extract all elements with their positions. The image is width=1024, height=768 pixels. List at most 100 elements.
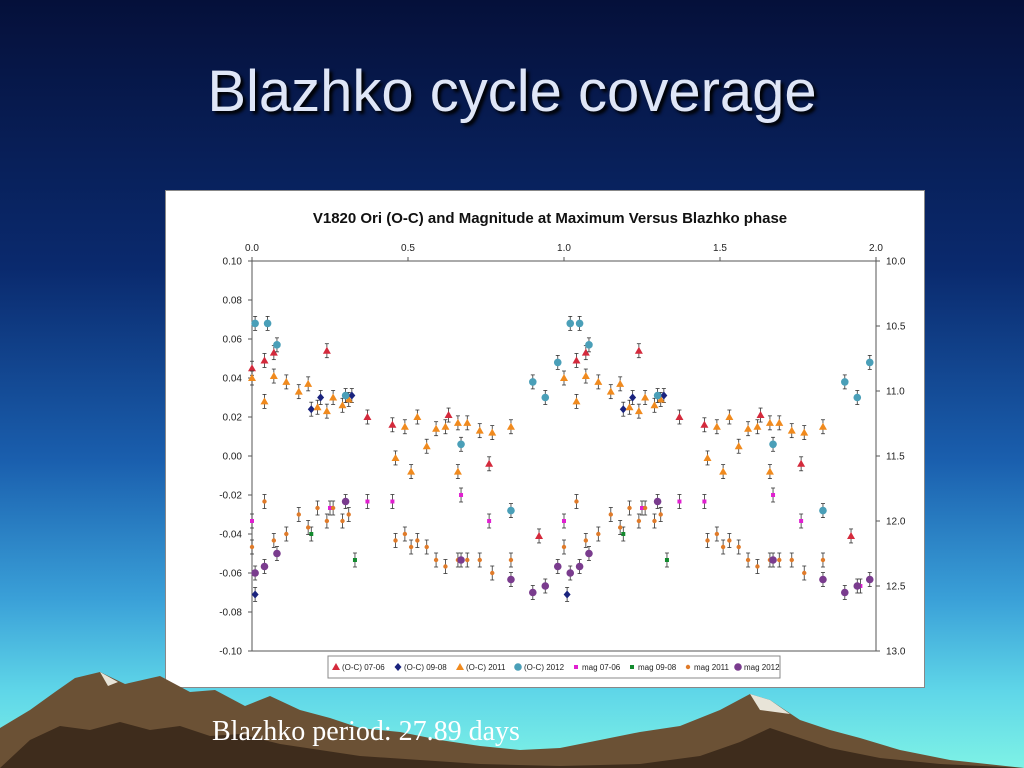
data-point (317, 393, 325, 402)
x-tick-label: 1.5 (713, 243, 727, 254)
data-point (703, 453, 712, 461)
data-point (658, 512, 663, 517)
data-point (641, 393, 650, 401)
data-point (725, 413, 734, 420)
data-point (865, 358, 874, 367)
data-point (765, 467, 774, 475)
y-right-tick-label: 11.0 (886, 387, 905, 398)
data-point (677, 499, 682, 504)
data-point (581, 372, 590, 380)
x-tick-label: 2.0 (869, 243, 883, 254)
y-left-tick-label: -0.06 (219, 569, 242, 580)
legend-label: mag 09-08 (638, 663, 677, 672)
data-point (400, 422, 409, 430)
data-point (572, 397, 581, 405)
y-right-tick-label: 12.5 (886, 582, 906, 593)
data-point (324, 518, 330, 524)
data-point (574, 499, 579, 504)
data-point (529, 378, 537, 386)
data-point (444, 411, 453, 419)
data-point (769, 556, 777, 564)
data-point (348, 391, 356, 400)
data-point (563, 590, 571, 599)
data-point (585, 341, 593, 349)
legend-marker (332, 663, 340, 670)
data-point (488, 428, 497, 436)
data-point (490, 570, 495, 576)
data-point (596, 531, 601, 537)
data-point (634, 346, 643, 354)
data-point (702, 499, 707, 504)
data-point (572, 356, 581, 364)
data-point (507, 506, 515, 515)
data-point (819, 506, 827, 515)
y-left-tick-label: -0.08 (219, 608, 242, 619)
data-point (675, 413, 684, 420)
data-point (853, 582, 862, 590)
legend-marker (574, 665, 578, 669)
series-mag-09-08 (309, 526, 669, 568)
chart-title: V1820 Ori (O-C) and Magnitude at Maximum… (313, 210, 787, 227)
data-point (656, 395, 665, 403)
legend-marker (456, 663, 464, 670)
y-right-tick-label: 11.5 (886, 452, 905, 463)
chart-panel: V1820 Ori (O-C) and Magnitude at Maximum… (165, 190, 925, 688)
y-left-tick-label: 0.02 (223, 413, 243, 424)
data-point (432, 424, 441, 432)
data-point (818, 422, 827, 430)
data-point (249, 544, 255, 550)
data-point (341, 391, 350, 400)
plot-area (251, 260, 877, 652)
data-point (388, 420, 397, 428)
data-point (720, 544, 726, 550)
data-point (820, 557, 826, 563)
legend-marker (514, 663, 522, 671)
data-point (625, 403, 634, 411)
y-left-tick-label: -0.10 (219, 647, 242, 658)
data-point (769, 440, 777, 449)
data-point (260, 397, 269, 405)
data-point (346, 512, 351, 517)
data-point (485, 459, 494, 467)
y-right-tick-label: 10.5 (886, 322, 906, 333)
data-point (263, 319, 272, 328)
data-point (506, 422, 515, 430)
data-point (262, 499, 267, 504)
data-point (619, 405, 627, 414)
data-point (561, 544, 567, 550)
data-point (315, 505, 320, 511)
data-point (797, 459, 806, 467)
data-point (581, 348, 590, 356)
data-point (727, 538, 732, 543)
data-point (393, 538, 398, 543)
data-point (583, 538, 589, 543)
data-point (477, 557, 482, 563)
series--o-c-2011 (248, 368, 827, 480)
data-point (408, 544, 414, 550)
data-point (629, 393, 637, 402)
data-point (402, 531, 408, 537)
y-left-tick-label: 0.08 (223, 296, 243, 307)
data-point (621, 532, 626, 536)
data-point (753, 422, 762, 430)
legend-marker (630, 665, 634, 669)
data-point (248, 374, 256, 381)
data-point (608, 512, 613, 517)
data-point (865, 575, 874, 584)
data-point (487, 519, 492, 523)
y-right-tick-label: 13.0 (886, 647, 906, 658)
legend-label: (O-C) 09-08 (404, 663, 447, 672)
data-point (248, 364, 256, 372)
data-point (653, 391, 662, 400)
data-point (575, 562, 584, 571)
legend-marker (394, 663, 402, 671)
data-point (745, 557, 751, 563)
data-point (585, 549, 593, 558)
data-point (340, 518, 345, 524)
data-point (841, 588, 849, 597)
y-left-tick-label: 0.00 (223, 452, 243, 463)
legend-label: (O-C) 2012 (524, 663, 565, 672)
legend-label: mag 07-06 (582, 663, 621, 672)
data-point (575, 319, 584, 328)
mountain-landscape (0, 672, 1024, 768)
